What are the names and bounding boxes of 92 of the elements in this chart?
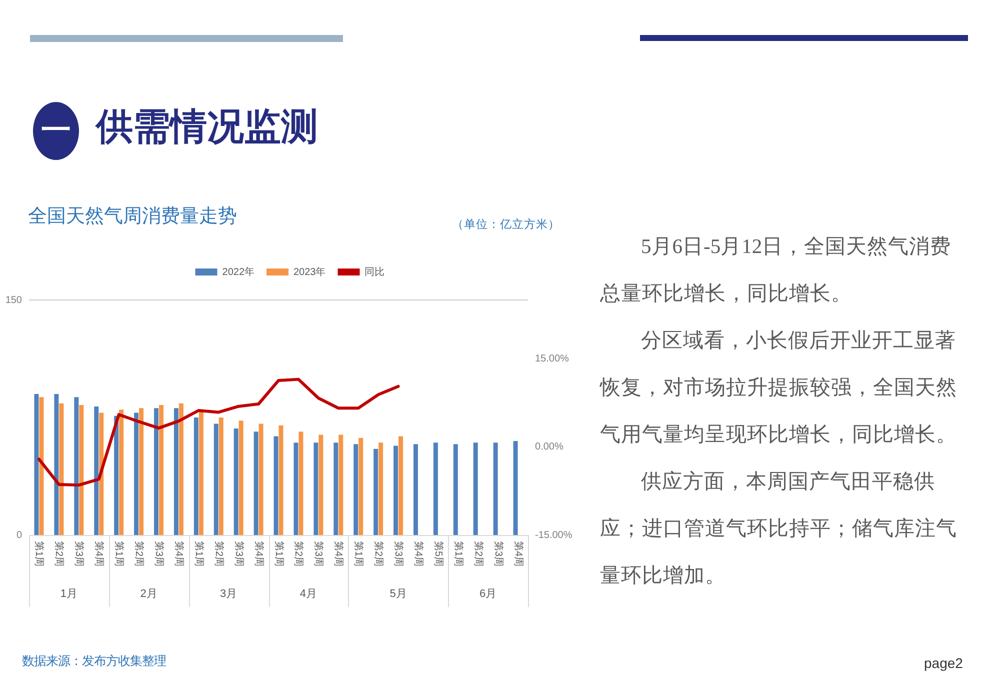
bar — [258, 424, 264, 535]
bar — [94, 406, 99, 535]
x-tick-label: 第3周 — [392, 541, 405, 567]
x-tick-label: 第1周 — [272, 541, 285, 567]
bar — [254, 432, 258, 535]
bar — [74, 397, 79, 535]
bar — [513, 441, 518, 535]
bar — [158, 404, 164, 535]
bar — [278, 425, 284, 535]
bar — [39, 397, 44, 535]
x-tick-label: 第3周 — [232, 541, 245, 567]
x-tick-label: 第3周 — [492, 541, 504, 567]
text: 5月6日-5月12日，全国天然气消费总量环比增长，同比增长。 — [600, 236, 952, 305]
legend-label: 2022年 — [222, 266, 255, 278]
bar — [334, 442, 338, 535]
bar — [99, 412, 104, 535]
text: （单位：亿立方米） — [452, 219, 560, 233]
bar — [134, 412, 139, 535]
legend-label: 2023年 — [294, 266, 326, 278]
bar — [413, 444, 418, 535]
bar — [119, 410, 124, 535]
bar — [338, 434, 344, 535]
bar — [358, 438, 364, 535]
x-tick-label: 第2周 — [133, 541, 146, 567]
bar — [154, 408, 158, 535]
x-tick-label: 第1周 — [33, 541, 46, 567]
text: 6月 — [480, 588, 497, 600]
x-tick-label: 第1周 — [352, 541, 365, 567]
bar — [59, 403, 64, 535]
text: 供需情况监测 — [96, 106, 318, 147]
bar — [198, 411, 204, 535]
bar — [34, 394, 39, 535]
bar — [314, 442, 318, 535]
text: page2 — [924, 655, 963, 672]
x-tick-label: 第2周 — [472, 541, 484, 567]
bar — [398, 436, 403, 535]
text: 一 — [41, 114, 71, 147]
bar — [139, 408, 144, 535]
y2-tick-label: -15.00% — [535, 530, 572, 541]
bar — [218, 418, 224, 535]
x-tick-label: 第4周 — [93, 541, 106, 567]
x-tick-label: 第4周 — [512, 541, 524, 567]
bar — [238, 420, 244, 535]
bar — [178, 403, 184, 535]
x-tick-label: 第4周 — [332, 541, 345, 567]
bar — [54, 394, 59, 535]
bar — [174, 408, 178, 535]
x-tick-label: 第1周 — [113, 541, 126, 567]
text: 供应方面，本周国产气田平稳供应；进口管道气环比持平；储气库注气量环比增加。 — [600, 471, 957, 587]
x-tick-label: 第5周 — [432, 541, 444, 567]
bar — [354, 444, 358, 535]
source-note: 数据来源：发布方收集整理 — [22, 654, 166, 669]
bar — [114, 416, 119, 535]
x-tick-label: 第4周 — [252, 541, 265, 567]
bar — [294, 442, 298, 535]
x-tick-label: 第1周 — [192, 541, 205, 567]
x-tick-label: 第2周 — [372, 541, 385, 567]
bar — [453, 444, 458, 535]
x-tick-label: 第3周 — [152, 541, 165, 567]
bar — [298, 432, 304, 535]
x-tick-label: 第2周 — [292, 541, 305, 567]
bar — [318, 434, 324, 535]
y2-tick-label: 0.00% — [535, 442, 564, 453]
legend-label: 同比 — [364, 266, 385, 278]
bar — [394, 446, 398, 535]
bar — [374, 448, 378, 535]
text: 1月 — [60, 588, 78, 600]
bar — [378, 442, 384, 535]
text: 4月 — [300, 588, 318, 600]
bar — [433, 442, 438, 535]
bar — [234, 428, 238, 535]
x-tick-label: 第1周 — [452, 541, 464, 567]
bar — [473, 442, 478, 535]
y-tick-label: 0 — [16, 530, 22, 541]
bar — [194, 418, 198, 535]
x-tick-label: 第4周 — [412, 541, 424, 567]
bar — [274, 436, 278, 535]
chart-title: 全国天然气周消费量走势 — [28, 206, 237, 229]
text: 5月 — [390, 588, 407, 600]
bar — [214, 424, 218, 535]
bar — [493, 442, 498, 535]
x-tick-label: 第4周 — [172, 541, 185, 567]
text: 3月 — [220, 588, 238, 600]
y2-tick-label: 15.00% — [535, 354, 570, 364]
x-tick-label: 第2周 — [53, 541, 66, 567]
bar — [79, 404, 84, 535]
x-tick-label: 第2周 — [212, 541, 225, 567]
text: 2月 — [140, 588, 158, 600]
x-tick-label: 第3周 — [312, 541, 325, 567]
y-tick-label: 150 — [5, 294, 22, 306]
x-tick-label: 第3周 — [73, 541, 86, 567]
text: 分区域看，小长假后开业开工显著恢复，对市场拉升提振较强，全国天然气用气量均呈现环比增长，同比增长。 — [600, 330, 957, 446]
